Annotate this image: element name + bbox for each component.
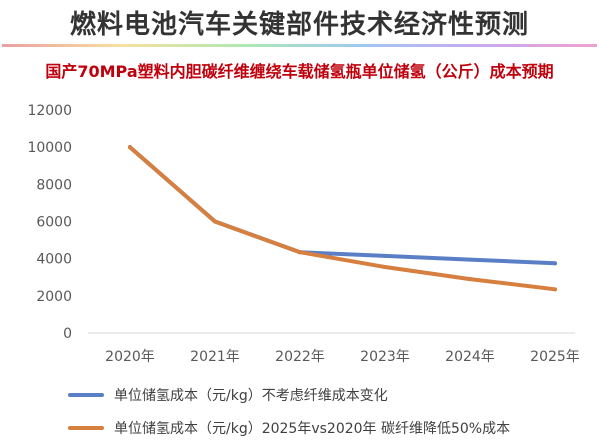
data-point-series-2 [298, 250, 302, 255]
legend-item-series-1: 单位储氢成本（元/kg）不考虑纤维成本变化 [68, 385, 588, 405]
y-tick-label: 4000 [36, 252, 72, 268]
slide-title: 燃料电池汽车关键部件技术经济性预测 [69, 10, 529, 40]
series-line-2 [128, 145, 557, 292]
legend-label-series-2: 单位储氢成本（元/kg）2025年vs2020年 碳纤维降低50%成本 [114, 421, 511, 437]
chart-title: 国产70MPa塑料内胆碳纤维缠绕车载储氢瓶单位储氢（公斤）成本预期 [45, 62, 554, 81]
y-tick-label: 6000 [36, 215, 72, 231]
x-tick-label: 2021年 [190, 349, 240, 365]
legend-label-series-1: 单位储氢成本（元/kg）不考虑纤维成本变化 [114, 388, 388, 404]
x-tick-label: 2022年 [275, 349, 325, 365]
y-tick-label: 0 [63, 326, 72, 342]
y-tick-label: 2000 [36, 289, 72, 305]
data-point-series-1 [553, 261, 557, 266]
data-point-series-2 [128, 145, 132, 150]
data-point-series-2 [468, 277, 472, 282]
x-tick-label: 2025年 [530, 349, 580, 365]
y-tick-label: 12000 [27, 103, 72, 119]
legend-swatch-series-1 [68, 393, 104, 397]
data-point-series-2 [553, 287, 557, 292]
legend-item-series-2: 单位储氢成本（元/kg）2025年vs2020年 碳纤维降低50%成本 [68, 418, 588, 438]
x-tick-label: 2020年 [105, 349, 155, 365]
data-point-series-2 [213, 219, 217, 224]
legend-swatch-series-2 [68, 426, 104, 430]
data-point-series-1 [468, 257, 472, 262]
y-tick-label: 10000 [27, 140, 72, 156]
title-underline [2, 44, 597, 47]
data-point-series-1 [383, 253, 387, 258]
data-point-series-2 [383, 265, 387, 270]
y-tick-label: 8000 [36, 177, 72, 193]
x-tick-label: 2024年 [445, 349, 495, 365]
x-tick-label: 2023年 [360, 349, 410, 365]
